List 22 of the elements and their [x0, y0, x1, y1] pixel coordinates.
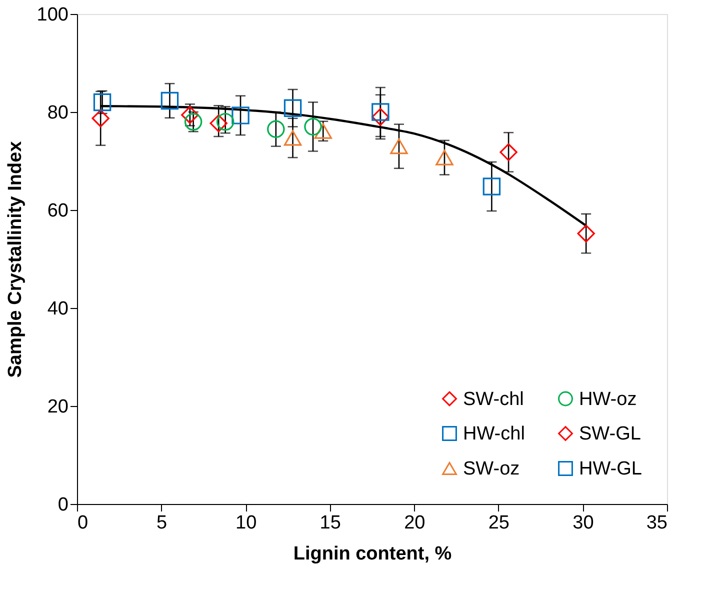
- x-tick-label: 10: [236, 512, 257, 534]
- legend-label: SW-oz: [463, 458, 520, 480]
- y-tick-label: 80: [47, 102, 68, 124]
- y-tick-label: 100: [36, 4, 68, 26]
- y-tick-label: 0: [58, 494, 68, 516]
- legend-label: HW-oz: [579, 388, 637, 410]
- y-tick-label: 40: [47, 298, 68, 320]
- x-tick-label: 35: [646, 512, 668, 534]
- x-axis-title: Lignin content, %: [293, 544, 452, 564]
- legend-label: SW-chl: [463, 388, 524, 410]
- legend-label: HW-GL: [579, 458, 642, 480]
- x-tick-label: 15: [320, 512, 341, 534]
- y-axis-title: Sample Crystallinity Index: [4, 140, 26, 378]
- x-tick-label: 5: [156, 512, 168, 534]
- y-tick-label: 20: [47, 396, 68, 418]
- x-tick-label: 20: [404, 512, 426, 534]
- legend-label: HW-chl: [463, 424, 525, 444]
- x-tick-label: 0: [78, 512, 88, 534]
- x-tick-label: 25: [488, 512, 510, 534]
- legend-label: SW-GL: [579, 424, 641, 444]
- x-tick-label: 30: [572, 512, 594, 534]
- y-tick-label: 60: [47, 200, 68, 222]
